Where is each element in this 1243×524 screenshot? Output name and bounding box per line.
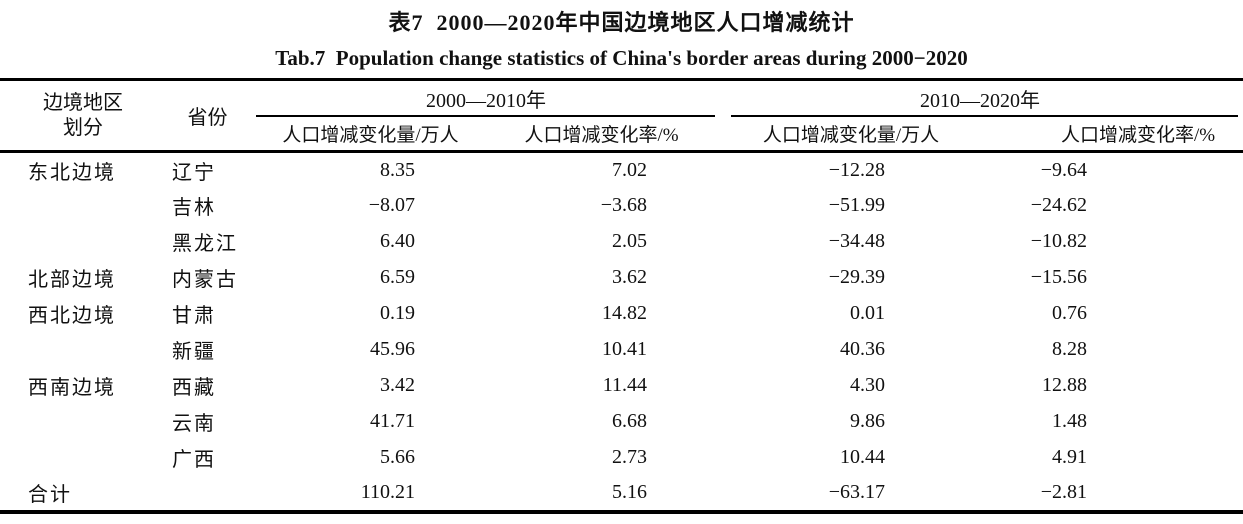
province-cell (160, 476, 255, 512)
table-row: 云南 41.71 6.68 9.86 1.48 (0, 404, 1243, 440)
change-2000-2010-cell: 8.35 (380, 158, 415, 181)
header-group-2010-2020: 2010—2020年 (717, 80, 1243, 117)
province-cell: 吉林 (172, 197, 216, 219)
change-2000-2010-cell: 110.21 (360, 481, 415, 503)
province-cell: 广西 (172, 449, 216, 471)
header-change-1: 人口增减变化量/万人 (255, 116, 486, 153)
rate-2000-2010-cell: 14.82 (602, 302, 647, 324)
rate-2000-2010-cell: 7.02 (612, 158, 647, 181)
province-cell: 内蒙古 (172, 269, 238, 291)
rate-2000-2010-cell: 11.44 (602, 374, 647, 396)
province-cell: 辽宁 (172, 161, 216, 184)
change-2010-2020-cell: 9.86 (850, 410, 885, 432)
rate-2000-2010-cell: −3.68 (600, 194, 647, 216)
table-title-zh: 表7 2000—2020年中国边境地区人口增减统计 (388, 10, 855, 35)
change-2010-2020-cell: −63.17 (828, 481, 885, 503)
change-2000-2010-cell: 0.19 (380, 302, 415, 324)
rate-2010-2020-cell: −9.64 (1040, 158, 1087, 181)
table-row: 黑龙江 6.40 2.05 −34.48 −10.82 (0, 224, 1243, 260)
header-province: 省份 (160, 79, 255, 153)
table-row: 吉林 −8.07 −3.68 −51.99 −24.62 (0, 188, 1243, 224)
change-2010-2020-cell: −34.48 (828, 230, 885, 252)
rate-2000-2010-cell: 5.16 (612, 481, 647, 503)
header-group-2000-2010: 2000—2010年 (255, 80, 717, 117)
province-cell: 云南 (172, 413, 216, 435)
table-row-total: 合计 110.21 5.16 −63.17 −2.81 (0, 476, 1243, 512)
change-2000-2010-cell: 3.42 (380, 374, 415, 396)
header-rate-1: 人口增减变化率/% (486, 116, 717, 153)
change-2000-2010-cell: 5.66 (380, 446, 415, 468)
province-cell: 新疆 (172, 341, 216, 363)
region-cell: 合计 (28, 484, 72, 506)
table-row: 东北边境 辽宁 8.35 7.02 −12.28 −9.64 (0, 152, 1243, 188)
header-row-groups: 边境地区 划分 省份 2000—2010年 2010—2020年 (0, 79, 1243, 153)
population-change-table: 边境地区 划分 省份 2000—2010年 2010—2020年 人口增减变化量… (0, 78, 1243, 514)
table-row: 新疆 45.96 10.41 40.36 8.28 (0, 332, 1243, 368)
table-row: 西北边境 甘肃 0.19 14.82 0.01 0.76 (0, 296, 1243, 332)
header-row-subcolumns: 人口增减变化量/万人 人口增减变化率/% 人口增减变化量/万人 人口增减变化率/… (0, 116, 1243, 153)
change-2010-2020-cell: −29.39 (828, 266, 885, 288)
region-cell: 西北边境 (28, 305, 116, 327)
region-cell (0, 404, 160, 440)
rate-2010-2020-cell: 12.88 (1042, 374, 1087, 396)
rate-2010-2020-cell: 4.91 (1052, 446, 1087, 468)
table-row: 西南边境 西藏 3.42 11.44 4.30 12.88 (0, 368, 1243, 404)
rate-2010-2020-cell: 8.28 (1052, 338, 1087, 360)
region-cell: 东北边境 (28, 161, 116, 184)
rate-2010-2020-cell: −24.62 (1030, 194, 1087, 216)
change-2010-2020-cell: −12.28 (828, 158, 885, 181)
change-2000-2010-cell: 6.59 (380, 266, 415, 288)
table-row: 北部边境 内蒙古 6.59 3.62 −29.39 −15.56 (0, 260, 1243, 296)
province-cell: 黑龙江 (172, 233, 238, 255)
change-2010-2020-cell: 40.36 (840, 338, 885, 360)
rate-2010-2020-cell: 0.76 (1052, 302, 1087, 324)
region-cell (0, 332, 160, 368)
change-2010-2020-cell: 0.01 (850, 302, 885, 324)
table-row: 广西 5.66 2.73 10.44 4.91 (0, 440, 1243, 476)
region-cell: 北部边境 (28, 269, 116, 291)
rate-2010-2020-cell: 1.48 (1052, 410, 1087, 432)
header-region: 边境地区 划分 (0, 79, 160, 153)
header-change-2: 人口增减变化量/万人 (717, 116, 985, 153)
region-cell: 西南边境 (28, 377, 116, 399)
change-2000-2010-cell: 45.96 (370, 338, 415, 360)
rate-2000-2010-cell: 10.41 (602, 338, 647, 360)
region-cell (0, 188, 160, 224)
change-2000-2010-cell: 41.71 (370, 410, 415, 432)
province-cell: 甘肃 (172, 305, 216, 327)
change-2010-2020-cell: −51.99 (828, 194, 885, 216)
rate-2000-2010-cell: 6.68 (612, 410, 647, 432)
table-title-en: Tab.7 Population change statistics of Ch… (275, 46, 968, 70)
rate-2010-2020-cell: −15.56 (1030, 266, 1087, 288)
rate-2010-2020-cell: −2.81 (1040, 481, 1087, 503)
rate-2000-2010-cell: 3.62 (612, 266, 647, 288)
rate-2010-2020-cell: −10.82 (1030, 230, 1087, 252)
change-2000-2010-cell: −8.07 (368, 194, 415, 216)
province-cell: 西藏 (172, 377, 216, 399)
header-rate-2: 人口增减变化率/% (985, 116, 1243, 153)
change-2010-2020-cell: 4.30 (850, 374, 885, 396)
rate-2000-2010-cell: 2.05 (612, 230, 647, 252)
change-2000-2010-cell: 6.40 (380, 230, 415, 252)
change-2010-2020-cell: 10.44 (840, 446, 885, 468)
rate-2000-2010-cell: 2.73 (612, 446, 647, 468)
region-cell (0, 224, 160, 260)
region-cell (0, 440, 160, 476)
